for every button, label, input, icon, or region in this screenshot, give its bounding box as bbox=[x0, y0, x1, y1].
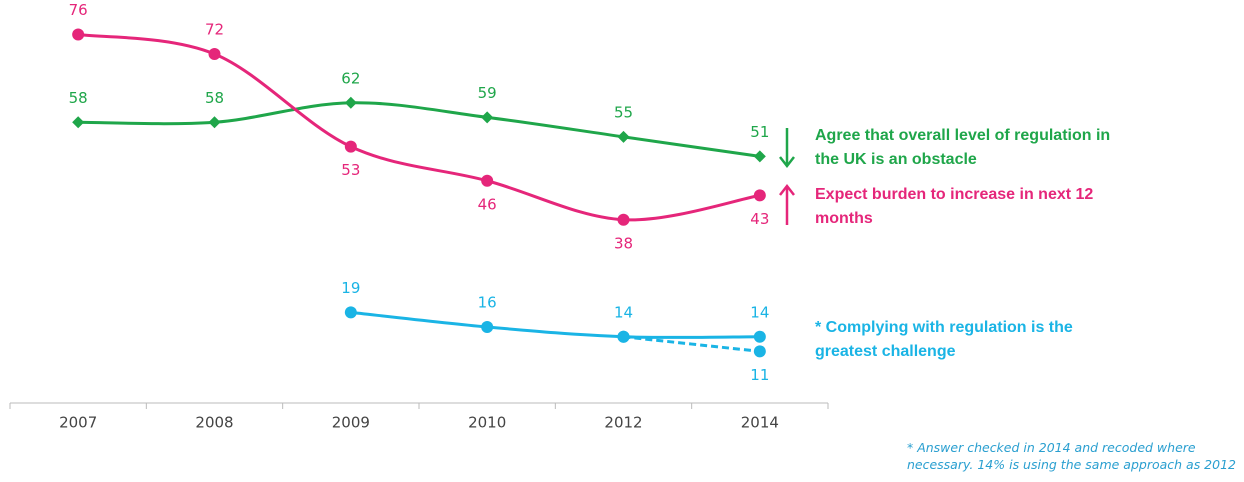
data-label: 76 bbox=[69, 1, 88, 19]
footnote-line: necessary. 14% is using the same approac… bbox=[906, 457, 1236, 472]
marker bbox=[481, 321, 494, 333]
series-line bbox=[77, 33, 761, 222]
series-line bbox=[350, 310, 760, 339]
marker bbox=[344, 306, 357, 319]
footnote: * Answer checked in 2014 and recoded whe… bbox=[907, 439, 1236, 473]
arrow-up bbox=[779, 183, 795, 225]
data-label: 14 bbox=[750, 303, 769, 321]
data-label: 46 bbox=[478, 195, 497, 213]
marker bbox=[72, 116, 85, 129]
marker bbox=[617, 330, 630, 343]
marker bbox=[208, 48, 221, 60]
legend-entry: Expect burden to increase in next 12 mon… bbox=[815, 186, 1094, 227]
data-label: 19 bbox=[341, 279, 360, 297]
marker bbox=[481, 174, 494, 187]
marker bbox=[753, 330, 766, 343]
data-label: 51 bbox=[750, 123, 769, 141]
data-label: 16 bbox=[478, 294, 497, 312]
series-line bbox=[78, 101, 761, 158]
series-line bbox=[623, 335, 760, 353]
x-tick-label: 2008 bbox=[195, 414, 233, 432]
marker bbox=[72, 28, 85, 41]
data-label: 58 bbox=[69, 89, 88, 107]
marker bbox=[617, 130, 630, 143]
x-tick-label: 2007 bbox=[59, 414, 97, 432]
data-label: 72 bbox=[205, 21, 224, 39]
data-label: 55 bbox=[614, 103, 633, 121]
x-tick-label: 2014 bbox=[741, 414, 779, 432]
marker bbox=[753, 345, 766, 358]
data-label: 14 bbox=[614, 303, 633, 321]
data-label: 59 bbox=[478, 84, 497, 102]
legend-entry: * Complying with regulation is the great… bbox=[815, 319, 1073, 360]
data-label: 53 bbox=[341, 161, 360, 179]
data-label: 62 bbox=[341, 69, 360, 87]
marker bbox=[344, 140, 357, 153]
x-tick-label: 2009 bbox=[332, 414, 370, 432]
marker bbox=[753, 150, 766, 163]
marker bbox=[617, 213, 630, 226]
marker bbox=[344, 96, 357, 109]
footnote-line: * Answer checked in 2014 and recoded whe… bbox=[906, 440, 1196, 455]
arrow-down bbox=[779, 128, 795, 169]
marker bbox=[481, 111, 494, 124]
data-label: 43 bbox=[750, 210, 769, 228]
data-label: 38 bbox=[614, 234, 633, 252]
data-label: 58 bbox=[205, 89, 224, 107]
data-label: 11 bbox=[750, 366, 769, 384]
marker bbox=[753, 189, 766, 202]
x-tick-label: 2012 bbox=[604, 414, 642, 432]
x-tick-label: 2010 bbox=[468, 414, 506, 432]
marker bbox=[208, 116, 221, 129]
legend-entry: Agree that overall level of regulation i… bbox=[815, 127, 1111, 168]
